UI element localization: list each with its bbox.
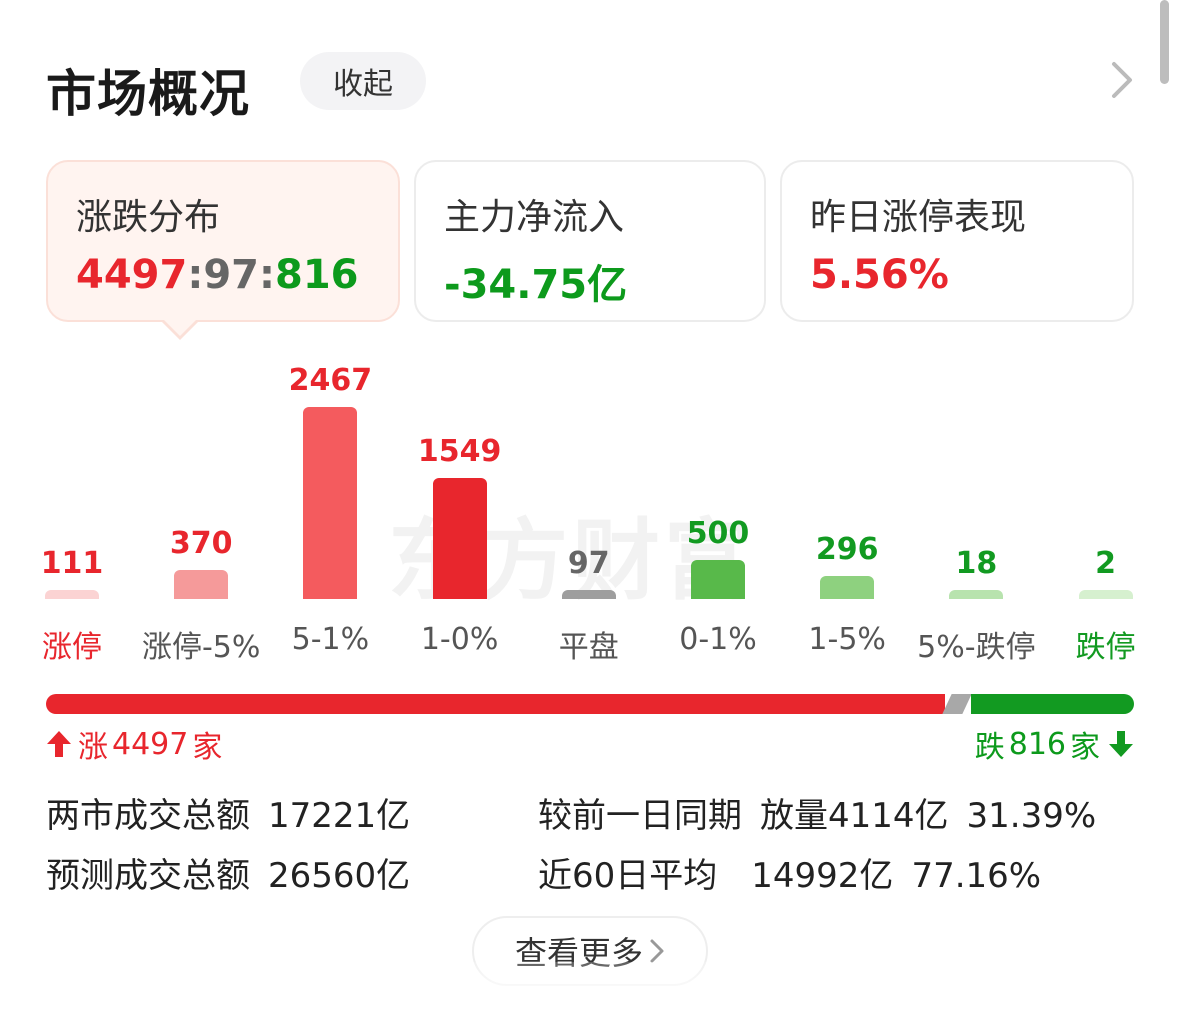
card-label: 涨跌分布 [76, 197, 221, 238]
chart-category-label[interactable]: 5-1% [291, 622, 370, 657]
card-pointer-inner [164, 320, 196, 336]
total-turnover-value: 17221亿 [268, 796, 411, 836]
card-value: -34.75亿 [444, 262, 628, 308]
chart-category-label[interactable]: 1-0% [420, 622, 499, 657]
fall-label: 跌 [974, 730, 1005, 765]
predicted-turnover-label: 预测成交总额 [46, 856, 250, 896]
bottom-fade [470, 962, 710, 1002]
avg-value: 14992亿 [751, 856, 894, 896]
chart-bar [949, 590, 1004, 599]
avg-percent: 77.16% [911, 856, 1042, 896]
chart-category-label[interactable]: 平盘 [558, 630, 619, 665]
fall-count: 816 [275, 252, 359, 298]
chart-value-label: 296 [815, 531, 879, 567]
fall-count: 816 [1008, 726, 1066, 762]
card-main-net-inflow[interactable]: 主力净流入 -34.75亿 [414, 160, 766, 322]
rise-total: 涨 4497 家 [46, 722, 222, 766]
predicted-turnover: 预测成交总额 26560亿 [46, 848, 410, 897]
collapse-button[interactable]: 收起 [300, 52, 426, 110]
card-rise-fall-distribution[interactable]: 涨跌分布 4497:97:816 [46, 160, 400, 322]
separator: : [259, 252, 275, 298]
arrow-down-icon [1109, 731, 1133, 757]
total-turnover-label: 两市成交总额 [46, 796, 250, 836]
compare-prev-day: 较前一日同期 放量4114亿 31.39% [538, 788, 1096, 837]
compare-percent: 31.39% [966, 796, 1097, 836]
chart-value-label: 1549 [417, 434, 502, 470]
chart-category-label[interactable]: 跌停 [1075, 630, 1136, 665]
rise-count: 4497 [112, 726, 189, 762]
card-value: 5.56% [810, 252, 949, 298]
card-label: 昨日涨停表现 [810, 197, 1027, 238]
scrollbar[interactable] [1160, 0, 1169, 84]
chart-bar [432, 478, 487, 599]
predicted-turnover-value: 26560亿 [268, 856, 411, 896]
chart-value-label: 111 [40, 546, 104, 581]
rise-fall-ratio-bar [46, 694, 1134, 714]
chart-category-label[interactable]: 涨停-5% [141, 630, 261, 665]
rise-count: 4497 [76, 252, 188, 298]
total-turnover: 两市成交总额 17221亿 [46, 788, 410, 837]
chart-value-label: 500 [686, 516, 750, 552]
compare-label: 较前一日同期 [538, 796, 742, 836]
chart-category-label[interactable]: 0-1% [679, 622, 757, 657]
rise-unit: 家 [192, 730, 223, 765]
chart-value-label: 18 [955, 546, 998, 581]
chart-value-label: 2467 [288, 363, 373, 398]
chevron-right-icon [650, 939, 664, 963]
rise-label: 涨 [78, 730, 108, 765]
card-value: 4497:97:816 [76, 252, 398, 298]
ratio-bar-down [971, 694, 1134, 714]
chart-value-label: 370 [169, 526, 233, 562]
summary-cards: 涨跌分布 4497:97:816 主力净流入 -34.75亿 昨日涨停表现 5.… [46, 160, 1134, 322]
chart-category-label[interactable]: 1-5% [808, 622, 886, 657]
fall-unit: 家 [1070, 730, 1100, 765]
chart-bar [45, 590, 99, 599]
card-limit-up-performance[interactable]: 昨日涨停表现 5.56% [780, 160, 1134, 322]
chart-bar [174, 570, 229, 599]
chart-bar [303, 407, 358, 599]
chart-category-label[interactable]: 涨停 [42, 630, 102, 665]
chart-bar [561, 590, 616, 599]
fall-total: 跌 816 家 [975, 722, 1134, 766]
card-label: 主力净流入 [444, 197, 625, 238]
chart-bar [691, 560, 745, 599]
chevron-right-icon[interactable] [1104, 60, 1140, 100]
flat-count: 97 [203, 252, 259, 298]
chart-value-label: 97 [567, 546, 610, 581]
separator: : [187, 252, 204, 298]
ratio-bar-flat [942, 694, 972, 714]
sixty-day-average: 近60日平均 14992亿 77.16% [538, 848, 1041, 897]
compare-value: 放量4114亿 [760, 796, 949, 836]
chart-category-label[interactable]: 5%-跌停 [917, 630, 1036, 665]
page-title: 市场概况 [46, 65, 250, 123]
header: 市场概况 收起 [46, 46, 1146, 123]
avg-label: 近60日平均 [538, 856, 718, 896]
chart-value-label: 2 [1095, 546, 1117, 581]
chart-bar [1078, 590, 1133, 599]
arrow-up-icon [47, 731, 71, 757]
chart-bar [820, 575, 875, 599]
ratio-bar-up [46, 694, 945, 714]
